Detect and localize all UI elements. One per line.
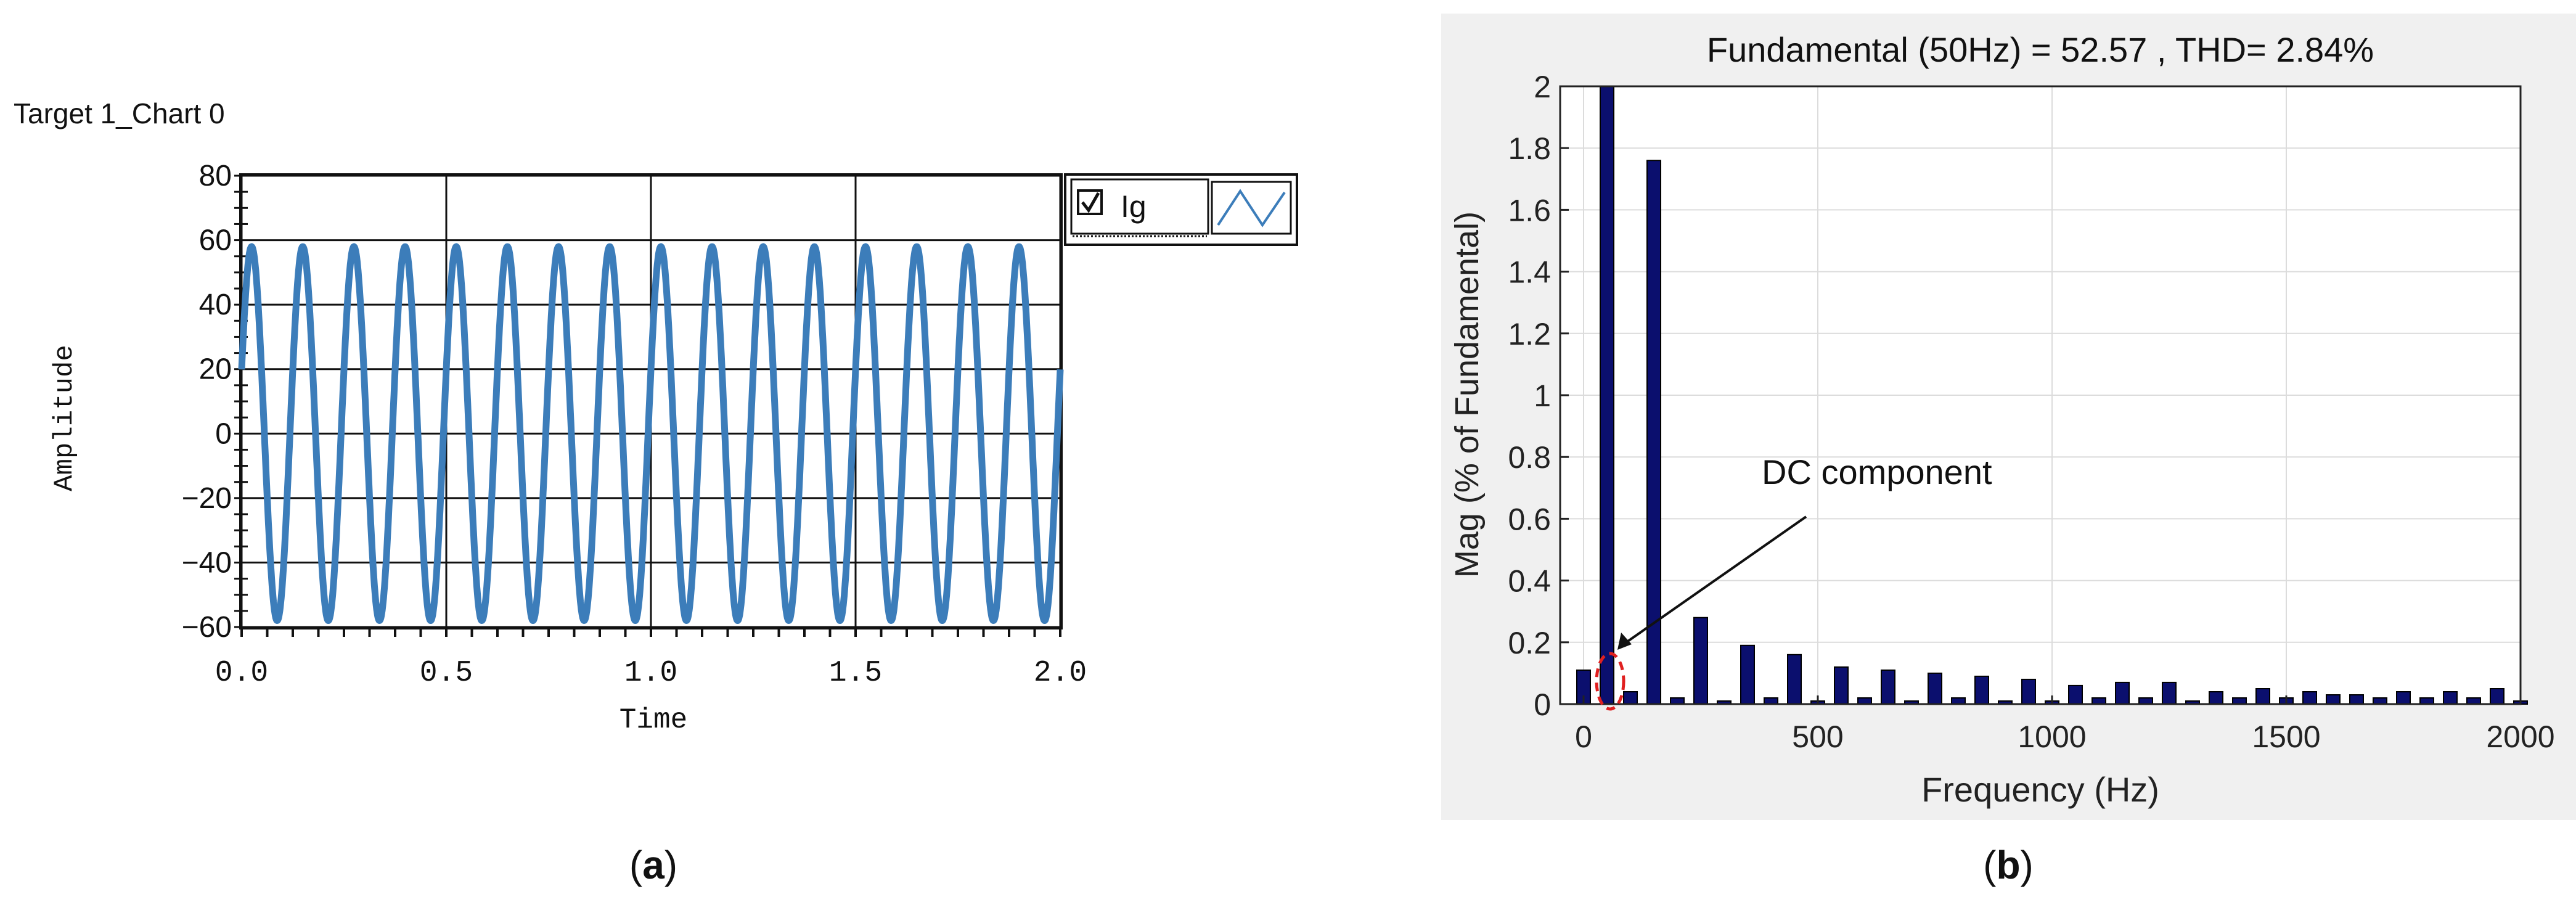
x-tick-label: 1000 [2018, 720, 2086, 754]
y-tick-label: 0.4 [1508, 564, 1551, 599]
bar-250hz [1693, 617, 1708, 705]
bar-1550hz [2302, 691, 2317, 705]
x-tick-label: 2000 [2486, 720, 2554, 754]
chart-a-y-axis-label: Amplitude [49, 345, 80, 491]
x-tick-label: 0 [1575, 720, 1592, 754]
bar-50hz [1600, 86, 1614, 705]
y-tick-label: 80 [199, 160, 232, 192]
y-tick-label: 20 [199, 353, 232, 386]
chart-b-plot-frame [1559, 85, 2522, 705]
chart-b-x-tick-labels: 0 500 1000 1500 2000 [1575, 720, 2555, 754]
y-tick-label: 1 [1534, 379, 1551, 413]
y-tick-label: 0.8 [1508, 440, 1551, 475]
chart-a-x-axis-label: Time [619, 704, 687, 736]
chart-a-legend: Ig [1064, 173, 1298, 246]
bar-750hz [1928, 672, 1942, 705]
y-tick-label: −40 [182, 546, 232, 579]
chart-b-bars [1576, 86, 2528, 705]
y-tick-label: 60 [199, 224, 232, 257]
bar-1050hz [2068, 684, 2083, 705]
bar-1450hz [2255, 688, 2270, 705]
legend-line-swatch [1211, 181, 1292, 235]
y-tick-label: 2 [1534, 70, 1551, 104]
y-tick-label: 1.4 [1508, 255, 1551, 290]
bar-850hz [1974, 675, 1989, 705]
y-tick-label: 1.8 [1508, 131, 1551, 166]
x-tick-label: 1.5 [829, 657, 882, 690]
caption-b: (b) [1983, 843, 2034, 887]
chart-a-ticks [234, 174, 1061, 637]
chart-b-y-tick-labels: 0 0.2 0.4 0.6 0.8 1 1.2 1.4 1.6 1.8 2 [1508, 70, 1551, 722]
annotation-arrow-line [1625, 515, 1807, 644]
x-tick-label: 2.0 [1034, 657, 1087, 690]
dc-highlight-ellipse [1595, 652, 1625, 711]
panel-b-fft-chart: Fundamental (50Hz) = 52.57 , THD= 2.84% … [1441, 14, 2576, 820]
bar-350hz [1740, 644, 1755, 705]
bar-1150hz [2115, 681, 2130, 705]
caption-a-letter: a [642, 843, 664, 887]
chart-b-title: Fundamental (50Hz) = 52.57 , THD= 2.84% [1707, 30, 2374, 69]
chart-a-header: Target 1_Chart 0 [14, 97, 225, 129]
chart-a-x-tick-labels: 0.0 0.5 1.0 1.5 2.0 [215, 657, 1087, 690]
bar-1950hz [2490, 688, 2504, 705]
bar-100hz [1623, 691, 1638, 705]
bar-1600hz [2326, 694, 2341, 705]
y-tick-label: 0.6 [1508, 502, 1551, 536]
bar-550hz [1834, 666, 1849, 705]
y-tick-label: 0 [1534, 687, 1551, 722]
chart-b-y-axis-label: Mag (% of Fundamental) [1449, 211, 1486, 578]
bar-1850hz [2443, 691, 2458, 705]
x-tick-label: 500 [1792, 720, 1843, 754]
x-tick-label: 0.0 [215, 657, 268, 690]
y-tick-label: −60 [182, 611, 232, 644]
caption-b-letter: b [1996, 843, 2020, 887]
y-tick-label: 0 [215, 417, 232, 450]
bar-650hz [1881, 669, 1895, 705]
arrow-head-icon [1617, 633, 1632, 650]
chart-b-x-axis-label: Frequency (Hz) [1921, 770, 2159, 809]
annotation-label: DC component [1762, 453, 1992, 491]
x-tick-label: 1.0 [624, 657, 677, 690]
bar-1650hz [2349, 694, 2364, 705]
bar-1750hz [2396, 691, 2411, 705]
line-sample-icon [1217, 189, 1286, 228]
y-tick-label: 1.6 [1508, 193, 1551, 228]
legend-series-label: Ig [1121, 189, 1147, 224]
y-tick-label: −20 [182, 482, 232, 515]
y-tick-label: 1.2 [1508, 317, 1551, 351]
bar-950hz [2021, 678, 2036, 705]
series-line-ig [238, 243, 1064, 624]
y-tick-label: 0.2 [1508, 626, 1551, 660]
checkmark-icon [1081, 192, 1100, 213]
bar-450hz [1787, 654, 1802, 705]
caption-a: (a) [629, 843, 677, 887]
x-tick-label: 0.5 [420, 657, 473, 690]
dc-component-annotation: DC component [1595, 453, 1992, 711]
x-tick-label: 1500 [2252, 720, 2320, 754]
bar-1250hz [2162, 681, 2177, 705]
y-tick-label: 40 [199, 289, 232, 321]
bar-1350hz [2209, 691, 2223, 705]
chart-a-y-tick-labels: 80 60 40 20 0 −20 −40 −60 [182, 160, 232, 644]
